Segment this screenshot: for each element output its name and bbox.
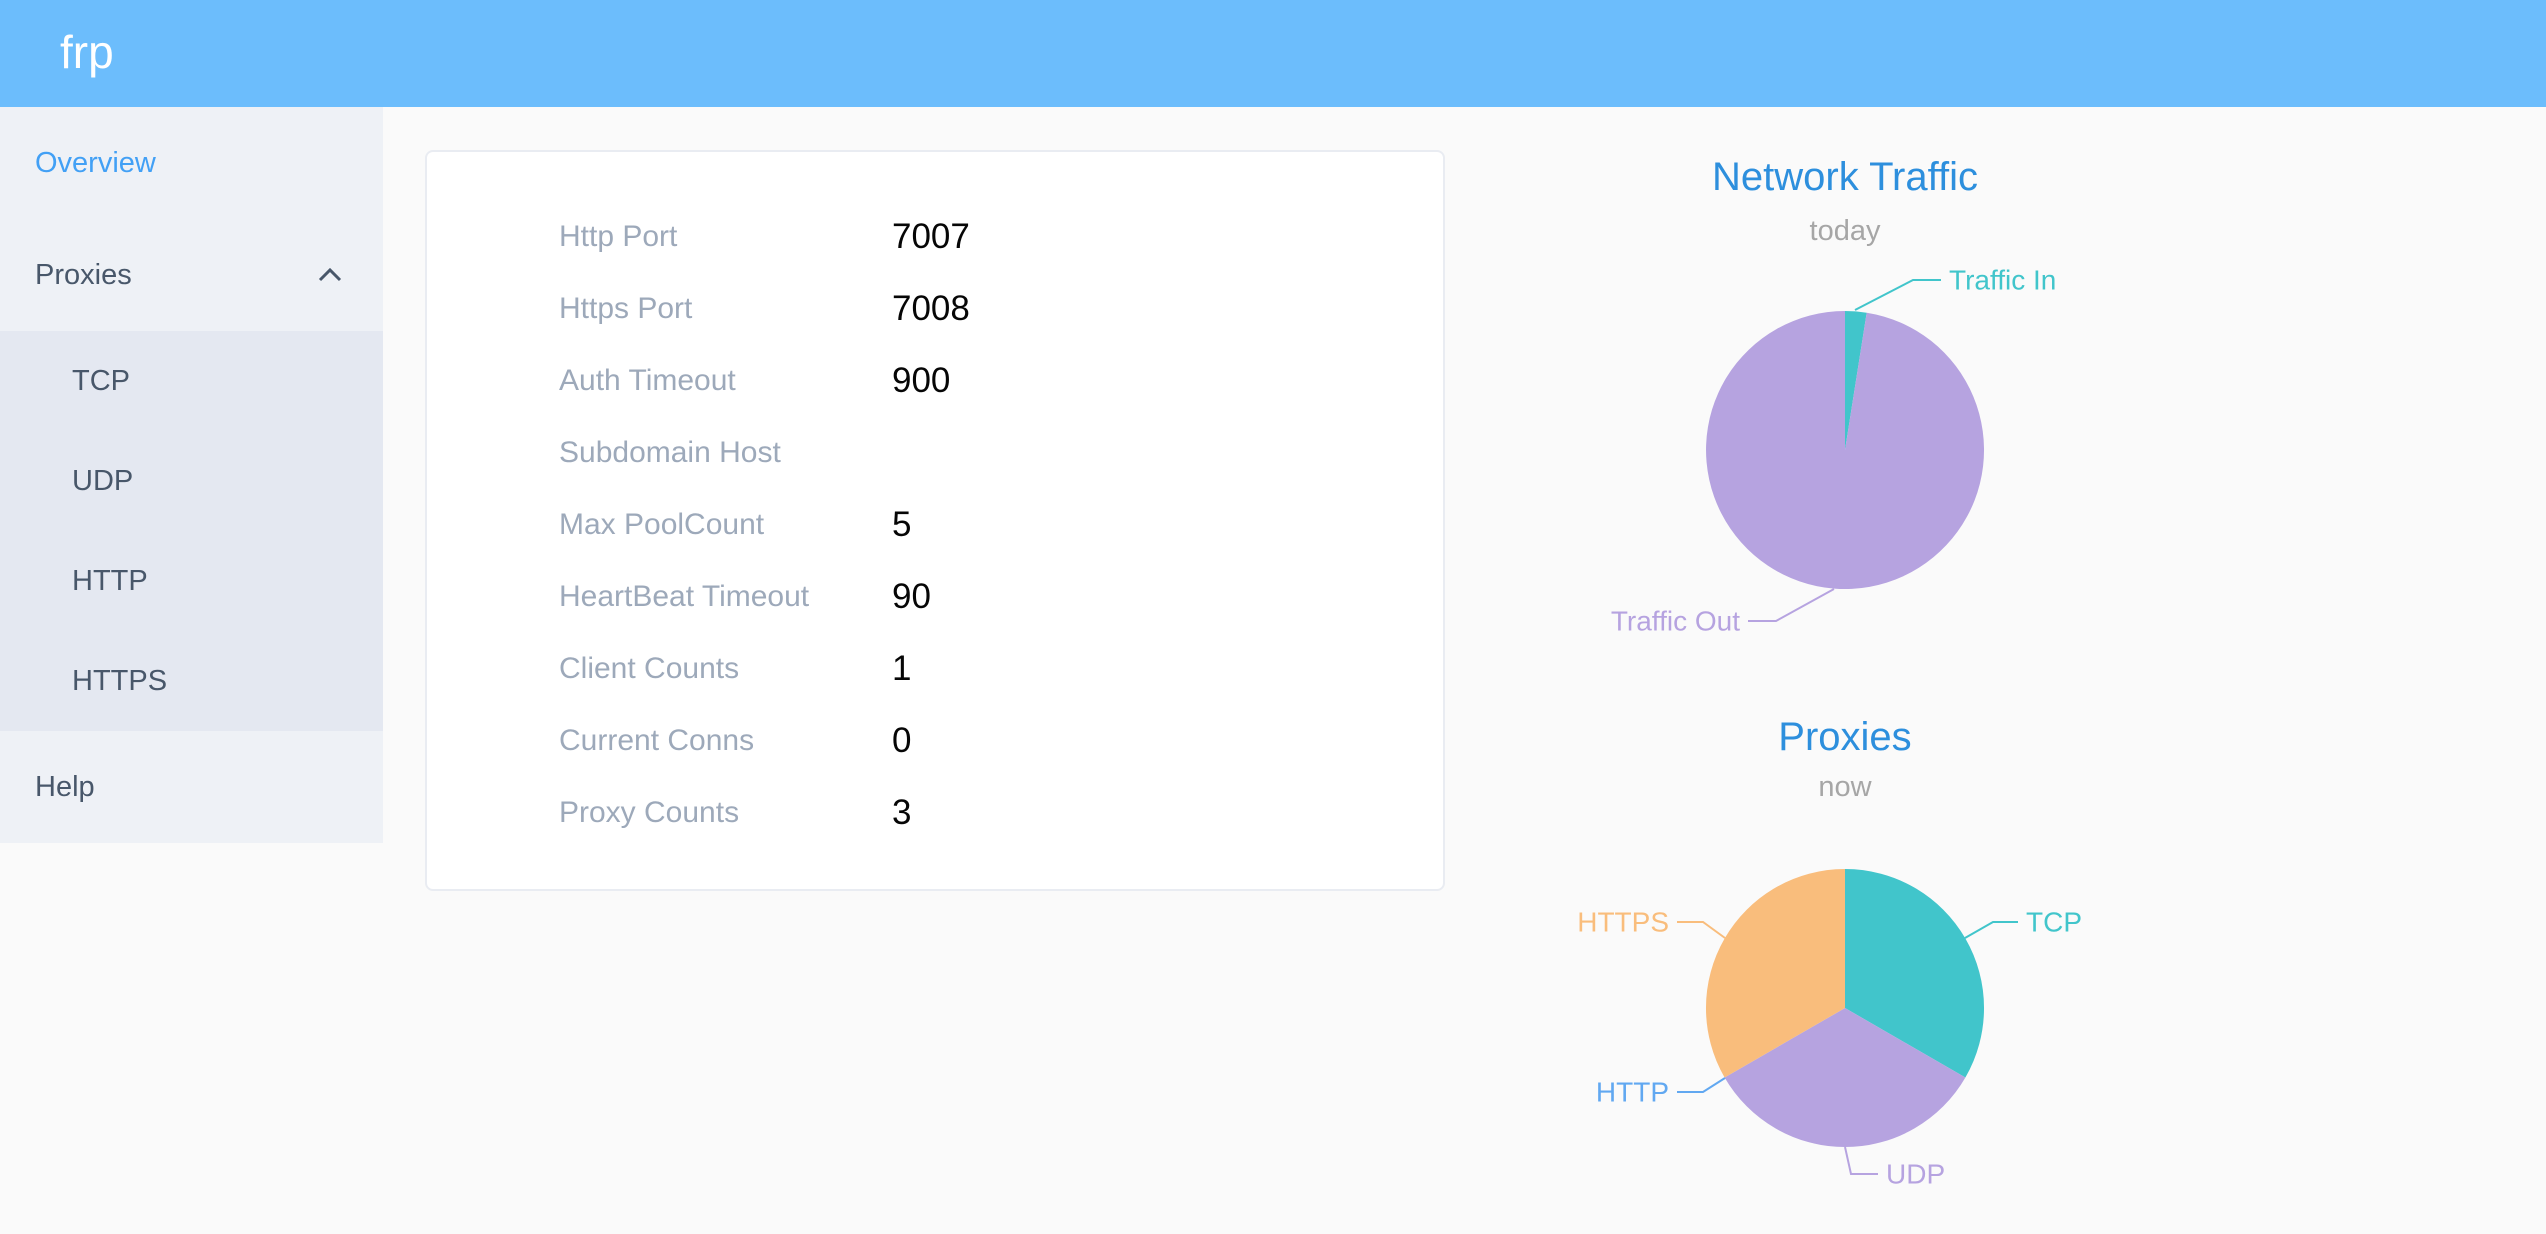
config-label: Client Counts [559,652,740,685]
config-value: 0 [892,721,912,760]
config-row: Client Counts 1 [427,633,1443,705]
config-row: Http Port 7007 [427,201,1443,273]
sidebar-item-tcp[interactable]: TCP [72,365,130,397]
proxies-pie-chart: TCP UDP HTTP HTTPS [1577,869,2082,1190]
config-row: Current Conns 0 [427,705,1443,777]
chevron-up-icon [318,268,342,282]
sidebar-item-help[interactable]: Help [35,771,95,803]
pie-label-udp: UDP [1886,1159,1945,1190]
config-value: 1 [892,649,912,688]
sidebar-item-overview[interactable]: Overview [35,147,156,179]
proxies-chart-subtitle: now [1818,771,1872,803]
pie-label-traffic-out: Traffic Out [1611,606,1740,637]
pie-label-tcp: TCP [2026,907,2082,938]
config-row: Auth Timeout 900 [427,345,1443,417]
config-label: Max PoolCount [559,508,765,541]
pie-slice-traffic-out [1706,311,1985,589]
config-value: 7008 [892,289,970,328]
pie-label-https: HTTPS [1577,907,1669,938]
pie-label-line [1677,921,1726,939]
config-row: Proxy Counts 3 [427,777,1443,849]
pie-label-http: HTTP [1596,1077,1669,1108]
config-value: 3 [892,793,912,832]
pie-label-traffic-in: Traffic In [1949,265,2056,296]
config-label: Auth Timeout [559,364,736,397]
config-row: HeartBeat Timeout 90 [427,561,1443,633]
config-label: Https Port [559,292,693,325]
network-traffic-subtitle: today [1809,215,1881,247]
config-value: 90 [892,577,931,616]
config-label: Http Port [559,220,678,253]
config-value: 5 [892,505,912,544]
sidebar-item-https[interactable]: HTTPS [72,665,168,697]
server-config-rows: Http Port 7007 Https Port 7008 Auth Timeout 9… [427,201,1443,849]
sidebar-item-http[interactable]: HTTP [72,565,148,597]
pie-label-line [1748,588,1835,622]
config-label: Proxy Counts [559,796,740,829]
network-traffic-title: Network Traffic [1712,155,1978,199]
proxies-chart-title: Proxies [1778,715,1912,759]
config-label: Current Conns [559,724,755,757]
sidebar-nav: Overview Proxies TCP UDP HTTP HTTPS Help [0,107,383,843]
pie-label-line [1677,1077,1726,1093]
pie-slice-https [1705,869,1845,1078]
pie-slice-traffic-in [1845,311,1867,450]
app-logo: frp [60,26,114,78]
sidebar-item-udp[interactable]: UDP [72,465,134,497]
config-label: HeartBeat Timeout [559,580,810,613]
pie-label-line [1964,921,2018,939]
app-header: frp [0,0,2546,107]
pie-slice-tcp [1845,869,1985,1078]
config-row: Https Port 7008 [427,273,1443,345]
pie-label-line [1854,279,1941,311]
server-config-card: Http Port 7007 Https Port 7008 Auth Timeout 9… [425,150,1445,891]
config-row: Subdomain Host [427,417,1443,489]
config-value: 900 [892,361,951,400]
pie-label-line [1844,1146,1878,1175]
network-traffic-pie-chart: Traffic In Traffic Out [1611,265,2057,637]
sidebar-submenu-proxies: TCP UDP HTTP HTTPS [0,331,383,731]
sidebar-item-proxies[interactable]: Proxies [0,219,383,331]
config-row: Max PoolCount 5 [427,489,1443,561]
pie-slice-udp [1724,1008,1966,1148]
config-value: 7007 [892,217,970,256]
config-label: Subdomain Host [559,436,781,469]
